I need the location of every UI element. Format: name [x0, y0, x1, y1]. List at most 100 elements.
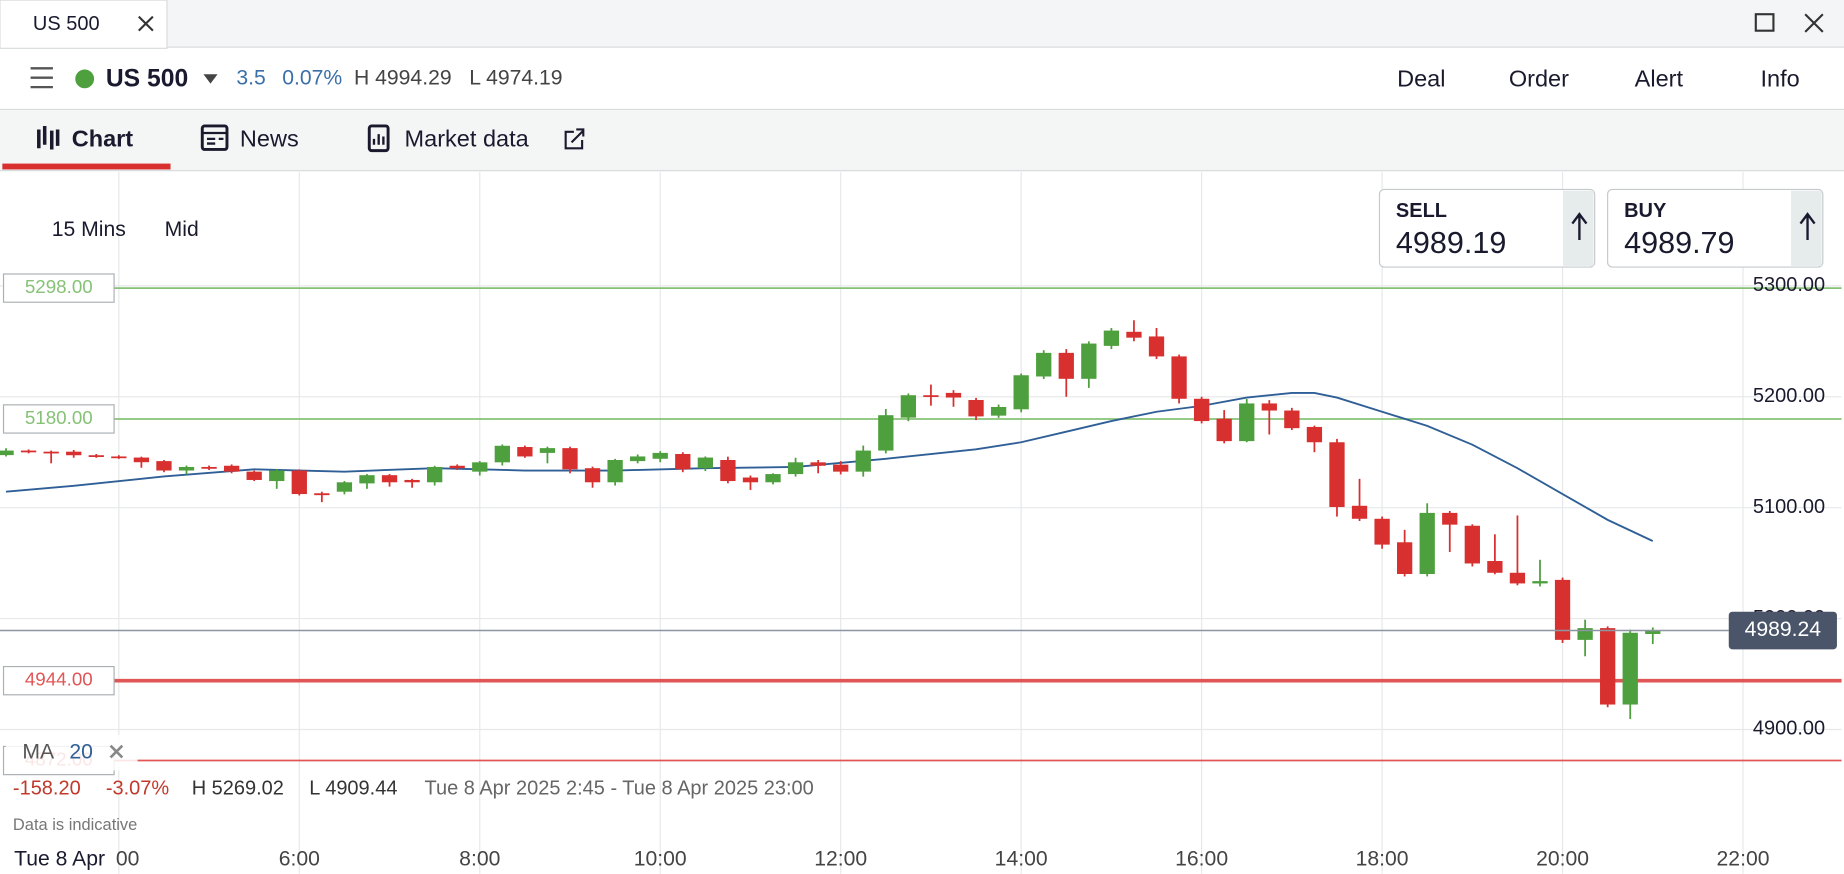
action-button[interactable]: Order	[1509, 65, 1569, 91]
moving-average	[5, 391, 1654, 542]
candle-body	[833, 464, 849, 472]
candle-body	[1081, 343, 1097, 379]
window-tab-title: US 500	[33, 13, 100, 35]
candle-body	[427, 466, 443, 483]
buy-box[interactable]	[1607, 188, 1824, 268]
candle-body	[201, 466, 217, 469]
candle-body	[1148, 336, 1165, 357]
candle-body	[1036, 352, 1052, 377]
level-label: 5180.00	[25, 407, 93, 428]
summary-high: H 5269.02	[192, 777, 284, 799]
last-price-box	[1728, 611, 1837, 650]
sell-box[interactable]	[1378, 188, 1596, 268]
candle-body	[314, 493, 330, 496]
sell-price: 4989.19	[1396, 226, 1506, 260]
candle-body	[878, 415, 894, 451]
price-type[interactable]: Mid	[165, 218, 199, 241]
disclaimer: Data is indicative	[13, 816, 137, 834]
day-low: L 4974.19	[469, 66, 562, 89]
candle-body	[1622, 632, 1638, 705]
candle-body	[269, 470, 285, 482]
news-icon-lines	[202, 131, 227, 145]
candle-body	[517, 447, 533, 457]
menu-icon[interactable]	[30, 67, 53, 89]
candle-body	[990, 406, 1007, 416]
candle-body	[539, 448, 556, 453]
change-pct: 0.07%	[282, 66, 342, 89]
action-button[interactable]: Alert	[1635, 65, 1684, 91]
last-price-label: 4989.24	[1745, 618, 1822, 641]
candle-body	[381, 475, 398, 483]
candle-body	[88, 455, 104, 457]
candle-body	[584, 468, 601, 483]
level-label-box	[2, 404, 115, 434]
level-label-box	[2, 273, 115, 303]
window-tab[interactable]	[0, 0, 168, 49]
candle-body	[291, 470, 307, 495]
x-tick-label: 10:00	[634, 847, 687, 870]
candle-body	[1532, 581, 1548, 584]
candle-body	[494, 445, 510, 463]
x-tick-label: 16:00	[1175, 847, 1228, 870]
tabs-row	[0, 110, 1844, 171]
candle-body	[1397, 542, 1413, 574]
candle-body	[923, 395, 939, 397]
tab-news[interactable]: News	[240, 125, 299, 151]
candle-body	[0, 450, 14, 456]
market-icon-bars	[372, 134, 385, 145]
candle-body	[1554, 579, 1571, 640]
action-button[interactable]: Info	[1761, 65, 1800, 91]
candle-body	[43, 451, 59, 454]
candle-body	[675, 454, 691, 470]
status-dot	[75, 69, 95, 89]
candle-body	[1374, 518, 1390, 545]
candle-body	[1306, 426, 1323, 443]
tab-strip	[0, 0, 1844, 48]
candle-body	[1103, 330, 1120, 346]
tab-chart[interactable]: Chart	[72, 125, 134, 151]
candle-body	[787, 462, 804, 475]
maximize[interactable]	[1754, 13, 1775, 32]
instrument[interactable]: US 500	[106, 66, 188, 93]
change: 3.5	[236, 66, 265, 89]
candle-body	[336, 482, 353, 492]
chart-icon	[37, 125, 60, 150]
candle-body	[1442, 512, 1458, 525]
level-label: 5298.00	[25, 276, 93, 297]
candle-body	[1509, 572, 1526, 584]
tab-close[interactable]	[138, 15, 154, 32]
candle-body	[223, 465, 240, 472]
x-tick-label: 6:00	[279, 847, 320, 870]
window-close[interactable]	[1804, 13, 1824, 33]
buy-label: BUY	[1624, 200, 1666, 222]
external-link-icon	[564, 128, 585, 150]
x-tick-label: 14:00	[995, 847, 1048, 870]
grid	[0, 171, 1842, 874]
candle-body	[66, 451, 82, 456]
candle-body	[742, 477, 759, 483]
date-label: Tue 8 Apr	[14, 847, 105, 870]
candle-body	[968, 399, 984, 417]
candle-body	[1193, 398, 1210, 422]
candle-body	[1419, 512, 1435, 574]
summary-change: -158.20	[13, 777, 81, 799]
summary-low: L 4909.44	[309, 777, 397, 799]
candle-body	[607, 459, 623, 483]
candle-body	[404, 479, 420, 483]
candle-body	[178, 466, 195, 471]
ma-remove[interactable]	[109, 744, 124, 759]
action-button[interactable]: Deal	[1397, 65, 1445, 91]
dropdown-icon[interactable]	[203, 74, 218, 84]
x-tick-label: 20:00	[1536, 847, 1589, 870]
candle-body	[900, 395, 917, 418]
candle-body	[1126, 331, 1142, 338]
tab-market-data[interactable]: Market data	[405, 125, 530, 151]
sell-arrow	[1571, 212, 1588, 241]
interval[interactable]: 15 Mins	[52, 218, 126, 241]
candle-body	[1216, 418, 1232, 442]
candle-body	[111, 456, 127, 459]
x-tick-label: 12:00	[814, 847, 867, 870]
candle-body	[1351, 505, 1368, 519]
